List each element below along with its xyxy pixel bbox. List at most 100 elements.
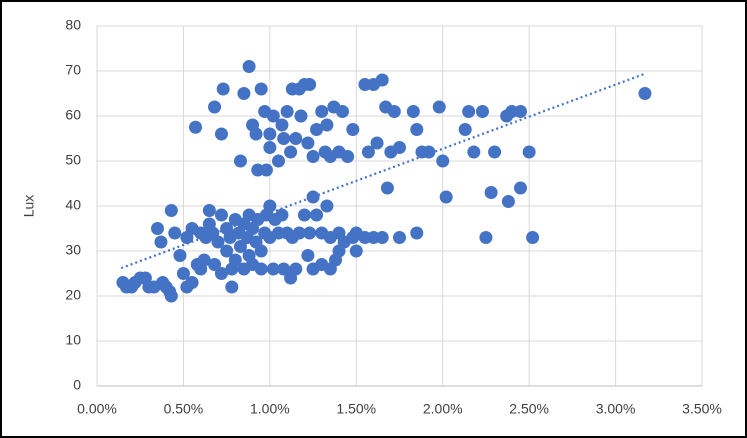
point <box>501 195 515 208</box>
point <box>211 235 225 249</box>
point <box>406 105 420 118</box>
point <box>263 199 277 213</box>
point <box>275 208 289 222</box>
point <box>214 267 228 280</box>
point <box>259 163 273 177</box>
point <box>185 276 199 289</box>
point <box>526 231 540 244</box>
point <box>349 244 363 258</box>
point <box>289 132 303 145</box>
point <box>284 145 298 159</box>
point <box>320 118 334 132</box>
y-tick-label: 40 <box>65 197 81 213</box>
point <box>254 82 268 96</box>
y-tick-label: 50 <box>65 152 81 168</box>
point <box>197 253 211 267</box>
point <box>479 231 493 244</box>
point <box>164 289 178 303</box>
point <box>164 204 178 217</box>
point <box>484 186 498 199</box>
point <box>410 226 424 240</box>
point <box>151 222 164 235</box>
point <box>393 141 406 154</box>
point <box>439 190 453 204</box>
point <box>488 145 502 159</box>
point <box>410 123 424 136</box>
point <box>393 231 406 244</box>
point <box>225 280 239 294</box>
point <box>277 262 291 276</box>
point <box>266 262 280 276</box>
point <box>254 262 268 276</box>
point <box>214 208 228 222</box>
point <box>346 123 360 136</box>
point <box>263 127 277 141</box>
point <box>263 141 277 154</box>
y-tick-label: 30 <box>65 242 81 258</box>
x-tick-label: 1.00% <box>250 401 290 417</box>
point <box>638 87 652 100</box>
point <box>467 145 481 159</box>
y-tick-label: 60 <box>65 107 81 123</box>
y-tick-label: 80 <box>65 17 81 33</box>
point <box>387 105 401 118</box>
point <box>432 100 446 114</box>
point <box>208 100 222 114</box>
point <box>458 123 472 136</box>
point <box>233 154 247 168</box>
point <box>220 244 234 258</box>
point <box>242 60 256 73</box>
point <box>310 123 324 136</box>
point <box>277 132 291 145</box>
point <box>202 204 216 217</box>
point <box>380 181 394 195</box>
point <box>303 226 317 240</box>
y-tick-label: 70 <box>65 62 81 78</box>
trendline <box>120 72 646 270</box>
point <box>280 105 294 118</box>
point <box>189 120 203 134</box>
y-tick-label: 0 <box>73 377 81 393</box>
x-tick-label: 0.50% <box>164 401 204 417</box>
point <box>475 105 489 118</box>
point <box>154 235 168 249</box>
point <box>214 127 228 141</box>
point <box>310 208 324 222</box>
point <box>375 73 389 87</box>
y-axis-title: Lux <box>21 195 37 218</box>
point <box>303 78 317 91</box>
point <box>522 145 536 159</box>
y-tick-label: 10 <box>65 332 81 348</box>
point <box>422 145 436 159</box>
x-tick-label: 3.00% <box>596 401 636 417</box>
x-tick-label: 0.00% <box>77 401 117 417</box>
point <box>315 105 329 118</box>
point <box>208 258 222 271</box>
x-tick-label: 3.50% <box>682 401 722 417</box>
point <box>272 154 285 168</box>
y-tick-label: 20 <box>65 287 81 303</box>
x-tick-label: 2.50% <box>509 401 549 417</box>
point <box>249 127 263 141</box>
point <box>216 82 230 96</box>
point <box>294 109 308 123</box>
point <box>266 109 280 123</box>
point <box>289 262 303 276</box>
point <box>306 190 320 204</box>
point <box>370 136 384 150</box>
point <box>176 267 190 280</box>
x-tick-label: 1.50% <box>336 401 376 417</box>
point <box>173 249 187 262</box>
point <box>228 253 242 267</box>
point <box>168 226 182 240</box>
point <box>361 145 375 159</box>
point <box>320 199 334 213</box>
x-tick-label: 2.00% <box>423 401 463 417</box>
point <box>436 154 450 168</box>
point <box>292 226 306 240</box>
point <box>237 87 251 100</box>
point <box>514 105 527 118</box>
point <box>254 244 268 258</box>
